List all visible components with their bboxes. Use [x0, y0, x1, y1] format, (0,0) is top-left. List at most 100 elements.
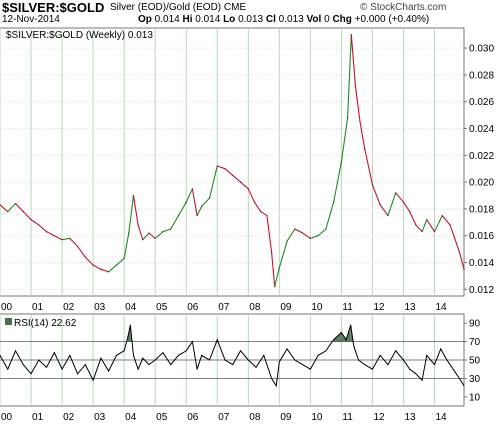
- price-point: [294, 228, 296, 230]
- price-point: [325, 228, 327, 230]
- rsi-point: [185, 350, 187, 352]
- price-point: [185, 201, 187, 203]
- high-label: Hi: [182, 14, 193, 25]
- low-value: 0.013: [238, 14, 264, 25]
- rsi-point: [379, 354, 381, 356]
- price-y-tick-label: 0.018: [469, 204, 494, 215]
- price-series-segment-down: [0, 204, 9, 212]
- price-series-segment-down: [350, 34, 356, 86]
- rsi-point: [0, 354, 1, 356]
- rsi-point: [208, 359, 210, 361]
- rsi-point: [132, 354, 134, 356]
- rsi-point: [458, 377, 460, 379]
- rsi-point: [92, 379, 94, 381]
- price-point: [232, 174, 234, 176]
- price-point: [69, 237, 71, 239]
- price-series-segment-down: [409, 211, 417, 226]
- price-point: [302, 232, 304, 234]
- price-series-segment-up: [154, 231, 164, 239]
- price-y-tick-label: 0.020: [469, 178, 494, 189]
- price-x-tick-label: 11: [342, 302, 353, 313]
- price-series-segment-down: [15, 203, 24, 212]
- price-y-tick-label: 0.024: [469, 124, 494, 135]
- price-series-segment-down: [30, 219, 40, 226]
- rsi-y-tick-label: 50: [469, 356, 481, 367]
- price-legend: $SILVER:$GOLD (Weekly) 0.013: [6, 30, 153, 41]
- rsi-legend: RSI(14) 22.62: [14, 318, 77, 329]
- rsi-point: [325, 350, 327, 352]
- rsi-point: [452, 368, 454, 370]
- rsi-point: [357, 359, 359, 361]
- rsi-point: [191, 341, 193, 343]
- price-point: [266, 215, 268, 217]
- price-point: [100, 268, 102, 270]
- price-point: [364, 148, 366, 150]
- price-series-segment-up: [196, 205, 203, 216]
- price-y-tick-label: 0.014: [469, 258, 494, 269]
- price-point: [177, 215, 180, 217]
- price-point: [350, 34, 352, 36]
- rsi-point: [7, 368, 9, 370]
- rsi-x-tick-label: 12: [373, 412, 385, 423]
- price-series-segment-up: [177, 201, 187, 216]
- price-series-segment-up: [108, 264, 117, 273]
- rsi-point: [395, 350, 397, 352]
- volume-label: Vol: [306, 14, 322, 25]
- price-point: [433, 231, 436, 233]
- price-point: [115, 264, 117, 266]
- price-x-tick-label: 01: [32, 302, 44, 313]
- price-point: [224, 168, 226, 170]
- price-series-segment-down: [302, 232, 311, 239]
- price-x-tick-label: 13: [404, 302, 416, 313]
- price-point: [154, 237, 156, 239]
- price-point: [359, 121, 361, 123]
- rsi-point: [340, 331, 342, 333]
- rsi-point: [409, 368, 411, 370]
- rsi-x-tick-label: 03: [94, 412, 106, 423]
- price-x-tick-label: 04: [125, 302, 137, 313]
- price-series-segment-up: [310, 235, 319, 239]
- price-series-segment-down: [247, 188, 256, 203]
- price-series-segment-down: [92, 264, 102, 270]
- price-point: [137, 224, 139, 226]
- price-y-tick-label: 0.030: [469, 44, 494, 55]
- price-point: [7, 210, 9, 213]
- price-series-segment-down: [454, 238, 460, 252]
- rsi-point: [364, 364, 366, 366]
- price-point: [53, 235, 55, 237]
- rsi-point: [108, 370, 110, 372]
- price-point: [216, 165, 218, 167]
- price-x-tick-label: 09: [280, 302, 292, 313]
- rsi-point: [434, 364, 436, 366]
- price-series-segment-down: [379, 204, 389, 216]
- rsi-point: [402, 359, 404, 361]
- rsi-point: [69, 354, 71, 356]
- rsi-x-tick-label: 02: [63, 412, 75, 423]
- rsi-point: [440, 348, 442, 350]
- price-series-segment-up: [208, 165, 218, 199]
- price-series-segment-up: [116, 258, 125, 266]
- rsi-x-tick-label: 07: [218, 412, 230, 423]
- rsi-x-tick-label: 04: [125, 412, 137, 423]
- price-point: [278, 267, 280, 269]
- price-series-segment-up: [340, 117, 349, 163]
- price-point: [441, 215, 443, 217]
- price-series-segment-down: [294, 228, 303, 234]
- rsi-series-line: [0, 324, 465, 388]
- price-point: [317, 235, 319, 237]
- rsi-point: [286, 348, 288, 350]
- rsi-x-tick-label: 11: [342, 412, 353, 423]
- rsi-point: [84, 364, 86, 366]
- price-x-tick-label: 10: [311, 302, 323, 313]
- rsi-x-tick-label: 05: [156, 412, 168, 423]
- price-point: [45, 231, 48, 233]
- price-point: [30, 219, 32, 221]
- rsi-point: [302, 364, 304, 366]
- price-series-segment-down: [371, 184, 381, 206]
- price-point: [208, 197, 211, 199]
- price-series-segment-up: [61, 237, 70, 241]
- price-series-segment-down: [403, 201, 411, 212]
- price-series-segment-down: [77, 246, 86, 258]
- rsi-point: [463, 385, 465, 387]
- rsi-point: [275, 385, 277, 387]
